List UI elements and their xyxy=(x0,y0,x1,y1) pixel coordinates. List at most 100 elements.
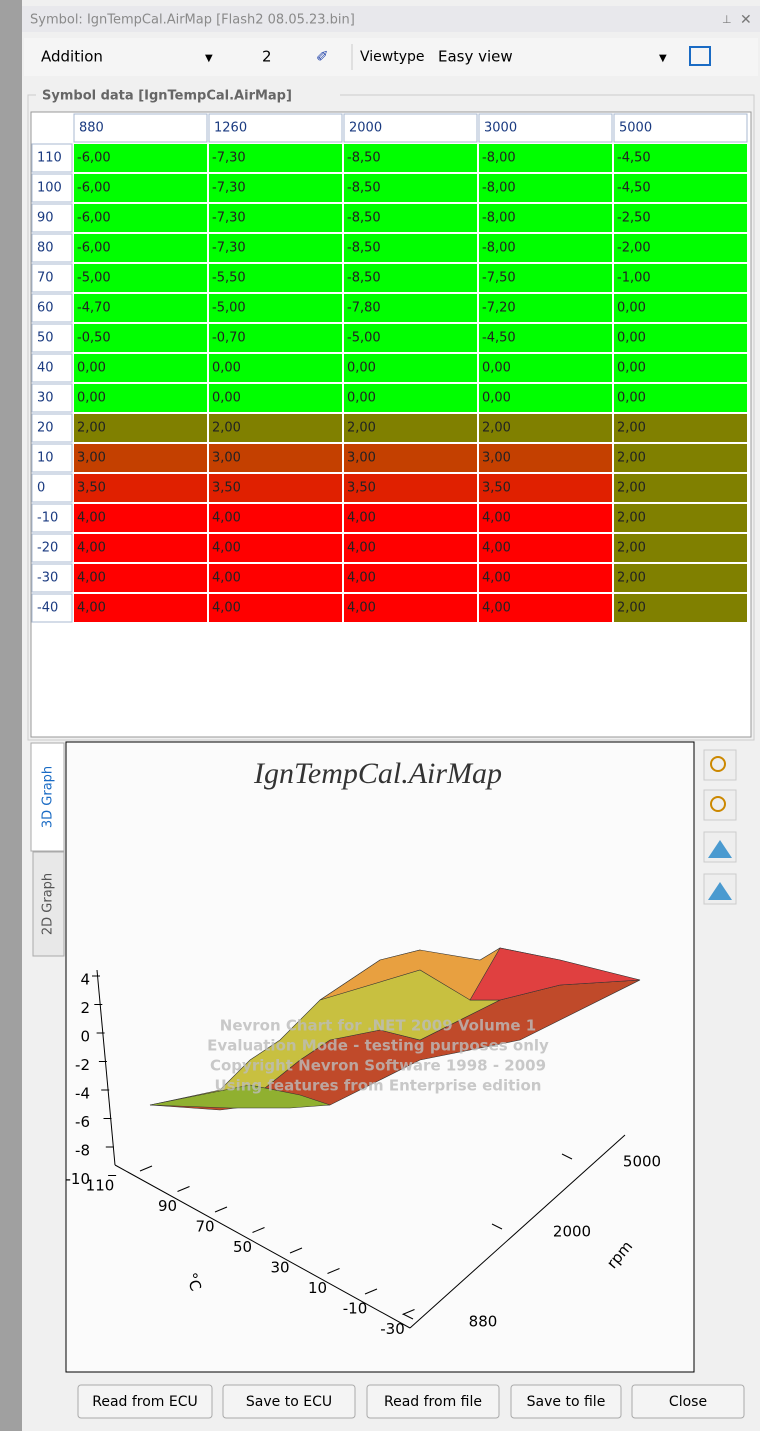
tab-label[interactable]: 3D Graph xyxy=(41,766,56,828)
cell[interactable] xyxy=(344,474,477,502)
cell[interactable] xyxy=(209,324,342,352)
cell[interactable] xyxy=(479,444,612,472)
cell[interactable] xyxy=(344,354,477,382)
cell[interactable] xyxy=(344,594,477,622)
button-label[interactable]: Save to file xyxy=(527,1394,606,1410)
cell[interactable] xyxy=(74,564,207,592)
cell[interactable] xyxy=(344,294,477,322)
cell[interactable] xyxy=(479,174,612,202)
zoom-in[interactable] xyxy=(703,749,737,781)
button[interactable] xyxy=(510,1384,622,1419)
cell[interactable] xyxy=(344,324,477,352)
cell[interactable] xyxy=(479,504,612,532)
cell[interactable] xyxy=(614,204,747,232)
cell[interactable] xyxy=(479,414,612,442)
cell[interactable] xyxy=(74,474,207,502)
cell[interactable] xyxy=(209,354,342,382)
cell[interactable] xyxy=(344,504,477,532)
cell[interactable] xyxy=(614,474,747,502)
window-icon[interactable] xyxy=(689,46,711,66)
cell[interactable] xyxy=(344,564,477,592)
cell[interactable] xyxy=(209,174,342,202)
cell[interactable] xyxy=(209,234,342,262)
cell[interactable] xyxy=(209,264,342,292)
cell[interactable] xyxy=(209,594,342,622)
cell[interactable] xyxy=(209,294,342,322)
zoom-out[interactable] xyxy=(703,789,737,821)
cell[interactable] xyxy=(74,384,207,412)
cell[interactable] xyxy=(344,444,477,472)
cell[interactable] xyxy=(614,264,747,292)
tab[interactable] xyxy=(30,742,65,852)
button[interactable] xyxy=(222,1384,356,1419)
dropdown[interactable]: ▼ xyxy=(205,53,213,64)
button[interactable] xyxy=(631,1384,745,1419)
button[interactable] xyxy=(77,1384,213,1419)
cell[interactable] xyxy=(614,384,747,412)
cell[interactable] xyxy=(209,444,342,472)
cell[interactable] xyxy=(209,204,342,232)
cell[interactable] xyxy=(614,594,747,622)
amount[interactable]: 2 xyxy=(262,48,272,66)
cell[interactable] xyxy=(614,294,747,322)
cell[interactable] xyxy=(344,234,477,262)
cell[interactable] xyxy=(614,234,747,262)
cell[interactable] xyxy=(209,504,342,532)
mode[interactable]: Addition xyxy=(41,48,103,66)
cell[interactable] xyxy=(209,534,342,562)
cell[interactable] xyxy=(614,564,747,592)
cell[interactable] xyxy=(479,294,612,322)
cell[interactable] xyxy=(74,144,207,172)
cell[interactable] xyxy=(74,354,207,382)
button-label[interactable]: Read from ECU xyxy=(92,1394,198,1410)
cell[interactable] xyxy=(74,294,207,322)
cell[interactable] xyxy=(614,504,747,532)
cell[interactable] xyxy=(614,354,747,382)
cell[interactable] xyxy=(74,594,207,622)
cell[interactable] xyxy=(74,504,207,532)
cell[interactable] xyxy=(479,324,612,352)
close-x[interactable]: ✕ xyxy=(740,12,752,28)
cell[interactable] xyxy=(344,534,477,562)
cell[interactable] xyxy=(209,474,342,502)
cell[interactable] xyxy=(614,414,747,442)
button-label[interactable]: Save to ECU xyxy=(246,1394,332,1410)
cell[interactable] xyxy=(74,324,207,352)
button-label[interactable]: Close xyxy=(669,1394,707,1410)
cell[interactable] xyxy=(74,264,207,292)
cell[interactable] xyxy=(344,264,477,292)
cell[interactable] xyxy=(344,384,477,412)
cell[interactable] xyxy=(479,384,612,412)
cell[interactable] xyxy=(479,234,612,262)
cell[interactable] xyxy=(479,204,612,232)
cell[interactable] xyxy=(74,444,207,472)
button-label[interactable]: Read from file xyxy=(384,1394,482,1410)
cell[interactable] xyxy=(479,534,612,562)
cell[interactable] xyxy=(344,414,477,442)
cell[interactable] xyxy=(74,234,207,262)
cell[interactable] xyxy=(344,174,477,202)
cell[interactable] xyxy=(614,444,747,472)
cell[interactable] xyxy=(479,564,612,592)
dropdown[interactable]: ▼ xyxy=(659,53,667,64)
cell[interactable] xyxy=(614,174,747,202)
cell[interactable] xyxy=(614,534,747,562)
cell[interactable] xyxy=(479,264,612,292)
cell[interactable] xyxy=(344,204,477,232)
pin[interactable]: ⊥ xyxy=(722,13,732,26)
cell[interactable] xyxy=(479,354,612,382)
cell[interactable] xyxy=(209,414,342,442)
cell[interactable] xyxy=(74,414,207,442)
cell[interactable] xyxy=(614,144,747,172)
cell[interactable] xyxy=(479,594,612,622)
cell[interactable] xyxy=(74,174,207,202)
cell[interactable] xyxy=(74,534,207,562)
cell[interactable] xyxy=(479,474,612,502)
tab-label[interactable]: 2D Graph xyxy=(41,873,56,935)
apply-icon[interactable]: ✐ xyxy=(316,48,329,66)
tab[interactable] xyxy=(32,851,65,957)
button[interactable] xyxy=(366,1384,500,1419)
cell[interactable] xyxy=(479,144,612,172)
cell[interactable] xyxy=(209,564,342,592)
cell[interactable] xyxy=(344,144,477,172)
